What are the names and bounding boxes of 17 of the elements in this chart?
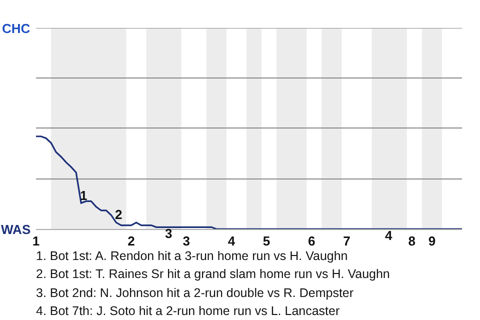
text: 1. Bot 1st: A. Rendon hit a 3-run home run vs H. Vaughn [36,249,348,263]
text: 4. Bot 7th: J. Soto hit a 2-run home run vs L. Lancaster [36,304,340,318]
x-tick-label: 5 [262,234,270,249]
x-tick-label: 2 [128,234,135,249]
text: 2. Bot 1st: T. Raines Sr hit a grand slam home run vs H. Vaughn [36,267,390,281]
x-tick-label: 7 [343,234,350,249]
annotation: 2 [115,207,122,222]
text: 3. Bot 2nd: N. Johnson hit a 2-run double vs R. Dempster [36,286,354,300]
annotation: 1 [80,188,88,203]
x-tick-label: 6 [308,234,316,249]
x-tick-label: 3 [182,234,190,249]
text: WAS [1,222,31,237]
x-tick-label: 9 [428,234,436,249]
x-tick-label: 4 [228,234,236,249]
text: CHC [2,21,31,36]
x-tick-label: 1 [32,234,40,249]
x-tick-label: 8 [408,234,416,249]
